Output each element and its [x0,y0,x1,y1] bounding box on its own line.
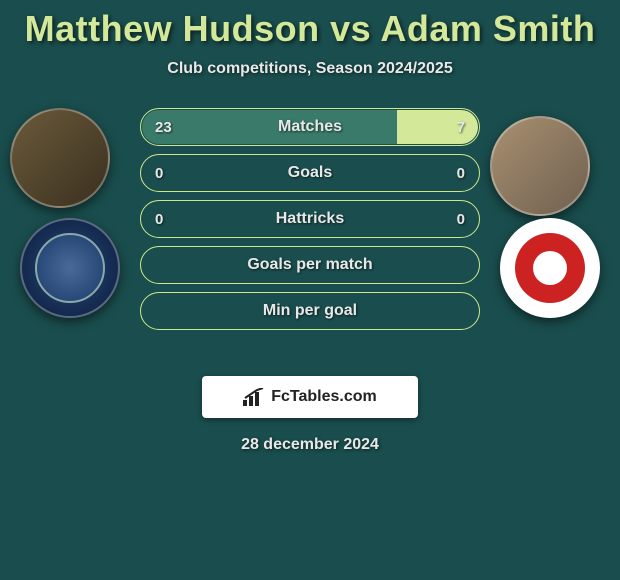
stat-right-value: 7 [457,119,465,136]
stat-row-hattricks: 0 Hattricks 0 [140,200,480,238]
stat-row-mpg: Min per goal [140,292,480,330]
stat-right-value: 0 [457,211,465,228]
stat-left-value: 0 [155,211,163,228]
main-area: 23 Matches 7 0 Goals 0 0 Hattricks 0 [0,108,620,368]
stat-left-value: 0 [155,165,163,182]
stat-label: Goals [288,164,332,182]
comparison-card: Matthew Hudson vs Adam Smith Club compet… [0,0,620,454]
club-right-badge-inner [515,233,585,303]
branding-text: FcTables.com [271,388,377,406]
bar-right [397,110,478,144]
date-label: 28 december 2024 [0,436,620,454]
stat-label: Goals per match [247,256,372,274]
stat-row-goals: 0 Goals 0 [140,154,480,192]
stat-label: Min per goal [263,302,357,320]
stat-label: Matches [278,118,342,136]
stat-row-gpm: Goals per match [140,246,480,284]
branding-badge: FcTables.com [202,376,418,418]
player-left-avatar [10,108,110,208]
stats-table: 23 Matches 7 0 Goals 0 0 Hattricks 0 [140,108,480,338]
stat-label: Hattricks [276,210,344,228]
page-title: Matthew Hudson vs Adam Smith [0,8,620,50]
club-right-badge [500,218,600,318]
club-left-badge-inner [35,233,105,303]
stat-left-value: 23 [155,119,172,136]
subtitle: Club competitions, Season 2024/2025 [0,60,620,78]
stat-row-matches: 23 Matches 7 [140,108,480,146]
stat-right-value: 0 [457,165,465,182]
player-right-avatar [490,116,590,216]
bar-left [142,110,399,144]
club-left-badge [20,218,120,318]
chart-icon [243,388,265,406]
